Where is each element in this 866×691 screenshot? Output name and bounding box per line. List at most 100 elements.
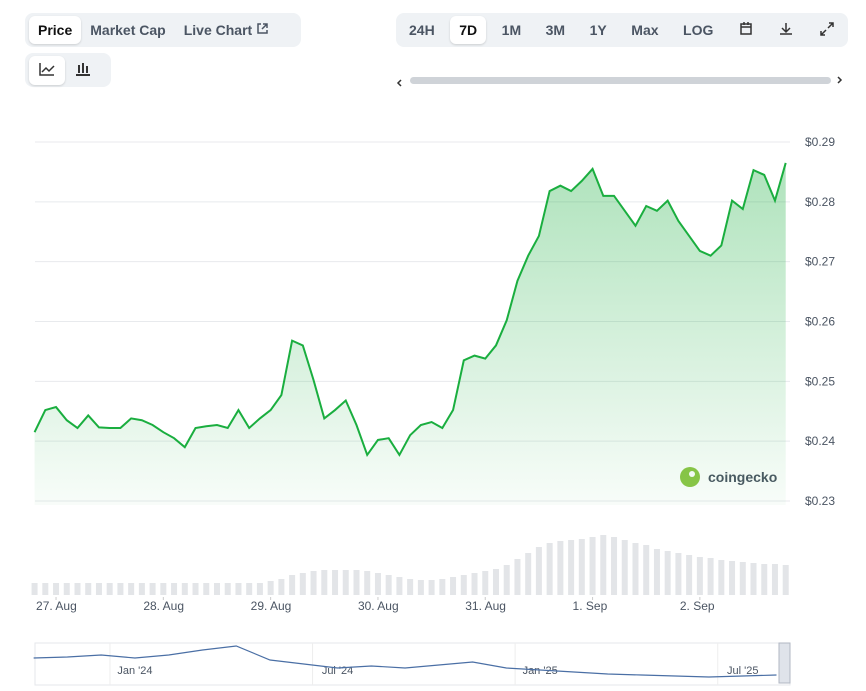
volume-bar (557, 541, 564, 595)
volume-bar (321, 570, 328, 595)
navigator-handle (778, 642, 791, 684)
volume-bar (750, 563, 757, 595)
scrollbar (410, 77, 831, 84)
x-tick-label: 2. Sep (680, 599, 715, 613)
volume-bar (578, 539, 585, 595)
volume-bar (621, 540, 628, 595)
volume-bar (42, 583, 49, 595)
scroll-arrows (396, 76, 843, 87)
volume-bar (589, 537, 596, 595)
volume-bar (353, 570, 360, 595)
volume-bar (535, 547, 542, 595)
volume-bar (106, 583, 113, 595)
volume-bar (428, 580, 435, 595)
volume-bar (267, 581, 274, 595)
icon (780, 22, 793, 35)
icon (740, 21, 752, 35)
volume-bar (332, 570, 339, 595)
y-tick-label: $0.27 (805, 255, 835, 269)
navigator-frame (34, 642, 791, 686)
volume-bar (171, 583, 178, 595)
volume-bar (546, 543, 553, 595)
range-button[interactable]: 3M (545, 22, 566, 38)
range-button[interactable]: Max (631, 22, 659, 38)
volume-bar (471, 573, 478, 595)
range-button[interactable]: 7D (450, 16, 487, 44)
icon-button[interactable] (729, 15, 763, 46)
x-tick-label: 31. Aug (465, 599, 506, 613)
volume-bar (246, 583, 253, 595)
volume-bar (761, 564, 768, 595)
x-tick-label: Jul '24 (322, 665, 353, 677)
tab[interactable]: Live Chart (175, 16, 278, 44)
volume-bar (385, 575, 392, 595)
line-icon (39, 62, 55, 76)
volume-bar (117, 583, 124, 595)
volume-bar (213, 583, 220, 595)
candle-type-button[interactable] (65, 56, 101, 85)
range-group: 24H 7D 1M 3M 1Y Max LOG (396, 13, 848, 47)
volume-bar (514, 559, 521, 595)
volume-bar (707, 558, 714, 595)
volume-bar (138, 583, 145, 595)
volume-bar (407, 579, 414, 595)
volume-bar (686, 555, 693, 595)
volume-bar (128, 583, 135, 595)
volume-bar (299, 573, 306, 595)
volume-bar (63, 583, 70, 595)
volume-bar (525, 553, 532, 595)
x-tick-label: 1. Sep (573, 599, 608, 613)
x-tick-label: Jan '25 (523, 665, 558, 677)
volume-bar (364, 571, 371, 595)
range-button[interactable]: 1M (501, 22, 522, 38)
volume-bar (289, 575, 296, 595)
y-tick-label: $0.26 (805, 315, 835, 329)
tab[interactable]: Market Cap (90, 22, 166, 38)
icon-button[interactable] (810, 15, 844, 46)
x-tick-label: 28. Aug (143, 599, 184, 613)
volume-bar (771, 564, 778, 595)
volume-bar (160, 583, 167, 595)
y-tick-label: $0.23 (805, 494, 835, 508)
volume-bar (396, 577, 403, 595)
y-tick-label: $0.28 (805, 195, 835, 209)
volume-bar (675, 553, 682, 595)
volume-bar (310, 571, 317, 595)
volume-bar (611, 537, 618, 595)
volume-bar (31, 583, 38, 595)
navigator-line (33, 645, 777, 678)
volume-bar (739, 562, 746, 595)
volume-bar (224, 583, 231, 595)
icon-button[interactable] (769, 15, 803, 46)
volume-bar (95, 583, 102, 595)
volume-bar (492, 569, 499, 595)
external-icon (257, 23, 268, 34)
volume-bar (256, 583, 263, 595)
tab[interactable]: Price (29, 16, 82, 44)
volume-bar (374, 573, 381, 595)
x-tick-label: Jul '25 (727, 665, 758, 677)
volume-bar (235, 583, 242, 595)
x-tick-label: 30. Aug (358, 599, 399, 613)
volume-bar (181, 583, 188, 595)
line-type-button[interactable] (29, 55, 65, 85)
watermark-text: coingecko (708, 469, 777, 485)
x-tick-label: Jan '24 (117, 665, 152, 677)
y-tick-label: $0.24 (805, 434, 835, 448)
volume-bar (417, 580, 424, 595)
volume-bar (503, 565, 510, 595)
volume-bar (600, 535, 607, 595)
range-button[interactable]: LOG (683, 22, 714, 38)
range-button[interactable]: 24H (409, 22, 435, 38)
volume-bar (74, 583, 81, 595)
volume-bar (192, 583, 199, 595)
volume-bar (85, 583, 92, 595)
range-button[interactable]: 1Y (589, 22, 607, 38)
volume-bar (696, 557, 703, 595)
watermark: coingecko (680, 467, 777, 487)
volume-bar (632, 543, 639, 595)
x-tick-label: 29. Aug (251, 599, 292, 613)
tab-group: Price Market Cap Live Chart (25, 13, 301, 47)
volume-bar (782, 565, 789, 595)
